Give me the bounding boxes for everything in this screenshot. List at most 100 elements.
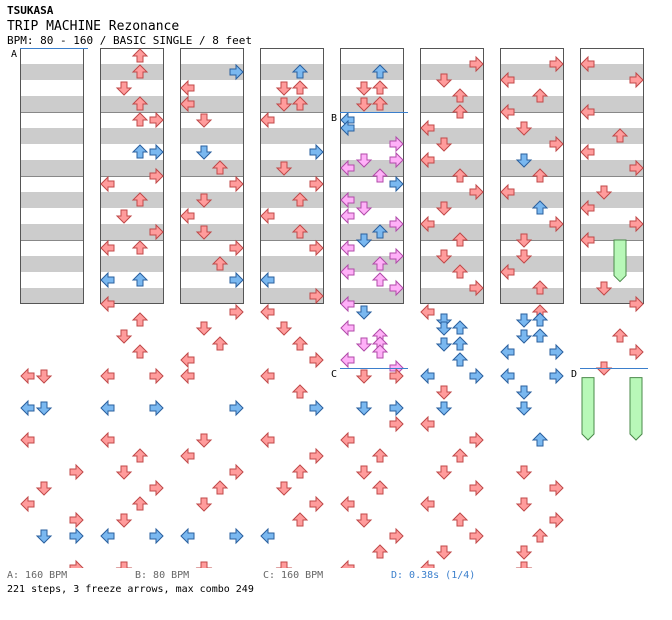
beat-stripe bbox=[340, 256, 404, 272]
step-arrow-left bbox=[580, 199, 595, 217]
beat-stripe bbox=[100, 160, 164, 176]
step-arrow-up bbox=[371, 448, 389, 463]
beat-stripe bbox=[260, 160, 324, 176]
step-arrow-up bbox=[371, 544, 389, 559]
step-arrow-left bbox=[420, 559, 435, 568]
step-arrow-left bbox=[340, 159, 355, 177]
beat-stripe bbox=[180, 128, 244, 144]
step-arrow-down bbox=[355, 513, 373, 528]
step-arrow-up bbox=[131, 240, 149, 255]
step-arrow-up bbox=[211, 160, 229, 175]
step-arrow-left bbox=[260, 271, 275, 289]
chart-column bbox=[420, 48, 484, 304]
chart-column bbox=[500, 48, 564, 304]
beat-stripe bbox=[180, 96, 244, 112]
beat-stripe bbox=[260, 96, 324, 112]
step-arrow-up bbox=[531, 528, 549, 543]
step-arrow-right bbox=[389, 151, 404, 169]
beat-stripe bbox=[20, 256, 84, 272]
step-arrow-left bbox=[260, 111, 275, 129]
step-arrow-right bbox=[549, 215, 564, 233]
step-arrow-down bbox=[195, 321, 213, 336]
step-arrow-up bbox=[451, 232, 469, 247]
step-arrow-right bbox=[309, 239, 324, 257]
step-arrow-down bbox=[515, 313, 533, 328]
step-arrow-down bbox=[595, 281, 613, 296]
step-arrow-right bbox=[229, 303, 244, 321]
step-arrow-right bbox=[69, 559, 84, 568]
step-arrow-right bbox=[149, 527, 164, 545]
step-arrow-down bbox=[515, 465, 533, 480]
step-arrow-right bbox=[149, 143, 164, 161]
column-border bbox=[340, 48, 404, 304]
step-arrow-left bbox=[340, 207, 355, 225]
step-arrow-left bbox=[180, 527, 195, 545]
legend-d: D: 0.38s (1/4) bbox=[391, 570, 476, 581]
step-arrow-left bbox=[260, 367, 275, 385]
step-arrow-left bbox=[580, 143, 595, 161]
step-arrow-left bbox=[500, 367, 515, 385]
step-arrow-right bbox=[629, 295, 644, 313]
step-arrow-right bbox=[469, 527, 484, 545]
step-chart: A B C D bbox=[11, 48, 648, 568]
step-arrow-up bbox=[291, 512, 309, 527]
step-arrow-up bbox=[451, 336, 469, 351]
step-arrow-up bbox=[131, 64, 149, 79]
step-arrow-right bbox=[229, 63, 244, 81]
beat-stripe bbox=[420, 160, 484, 176]
step-arrow-right bbox=[229, 239, 244, 257]
step-arrow-up bbox=[131, 112, 149, 127]
beat-stripe bbox=[500, 128, 564, 144]
beat-stripe bbox=[180, 192, 244, 208]
beat-stripe bbox=[340, 160, 404, 176]
step-arrow-up bbox=[291, 192, 309, 207]
step-arrow-right bbox=[69, 511, 84, 529]
step-arrow-right bbox=[389, 527, 404, 545]
step-arrow-up bbox=[131, 144, 149, 159]
step-arrow-left bbox=[500, 71, 515, 89]
step-arrow-down bbox=[195, 145, 213, 160]
step-arrow-right bbox=[549, 479, 564, 497]
step-arrow-right bbox=[229, 399, 244, 417]
step-arrow-up bbox=[371, 344, 389, 359]
beat-stripe bbox=[420, 64, 484, 80]
beat-stripe bbox=[100, 224, 164, 240]
step-arrow-up bbox=[451, 264, 469, 279]
step-arrow-right bbox=[389, 175, 404, 193]
beat-stripe bbox=[20, 64, 84, 80]
step-arrow-up bbox=[371, 64, 389, 79]
beat-stripe bbox=[500, 256, 564, 272]
step-arrow-left bbox=[500, 183, 515, 201]
chart-column bbox=[580, 48, 644, 304]
chart-info: BPM: 80 - 160 / BASIC SINGLE / 8 feet bbox=[7, 34, 253, 47]
step-arrow-left bbox=[340, 239, 355, 257]
step-arrow-down bbox=[35, 369, 53, 384]
step-arrow-down bbox=[195, 113, 213, 128]
step-arrow-down bbox=[435, 201, 453, 216]
step-arrow-up bbox=[531, 328, 549, 343]
beat-stripe bbox=[580, 224, 644, 240]
beat-stripe bbox=[260, 256, 324, 272]
beat-stripe bbox=[100, 192, 164, 208]
step-arrow-down bbox=[355, 401, 373, 416]
step-arrow-up bbox=[531, 432, 549, 447]
step-arrow-right bbox=[549, 367, 564, 385]
step-arrow-down bbox=[275, 97, 293, 112]
column-border bbox=[420, 48, 484, 304]
step-arrow-up bbox=[371, 256, 389, 271]
beat-stripe bbox=[340, 192, 404, 208]
step-arrow-right bbox=[389, 279, 404, 297]
step-arrow-left bbox=[340, 559, 355, 568]
step-arrow-up bbox=[291, 64, 309, 79]
beat-stripe bbox=[420, 192, 484, 208]
step-arrow-up bbox=[291, 384, 309, 399]
step-arrow-right bbox=[149, 367, 164, 385]
step-arrow-up bbox=[371, 168, 389, 183]
step-arrow-up bbox=[131, 192, 149, 207]
step-arrow-right bbox=[149, 223, 164, 241]
step-arrow-right bbox=[469, 279, 484, 297]
step-arrow-up bbox=[211, 256, 229, 271]
beat-stripe bbox=[580, 288, 644, 304]
step-arrow-left bbox=[260, 303, 275, 321]
beat-stripe bbox=[580, 160, 644, 176]
